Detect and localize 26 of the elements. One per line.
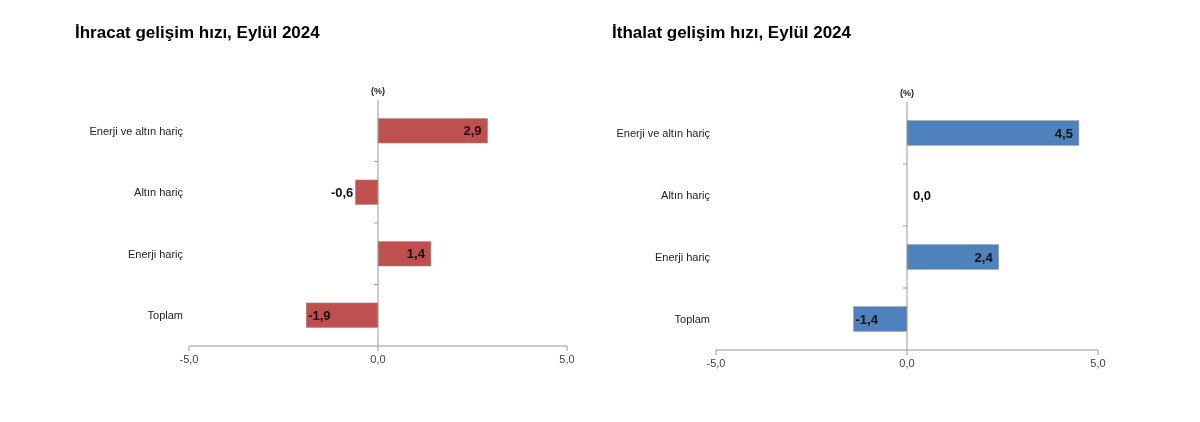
data-label: 2,9 <box>463 123 482 139</box>
y-tick-label: Enerji hariç <box>127 247 184 260</box>
y-tick-label: Enerji hariç <box>654 250 711 263</box>
x-axis-title: (%) <box>371 86 385 96</box>
y-tick-label: Toplam <box>147 309 183 322</box>
y-tick-label: Enerji ve altın hariç <box>89 124 184 137</box>
data-label: 1,4 <box>406 246 426 262</box>
x-tick-label: 0,0 <box>899 357 915 369</box>
x-tick-label: 5,0 <box>1090 357 1106 369</box>
chart-title: İthalat gelişim hızı, Eylül 2024 <box>612 23 852 42</box>
x-axis-title: (%) <box>900 88 914 98</box>
y-tick-label: Altın hariç <box>661 188 711 201</box>
data-label: 4,5 <box>1054 125 1073 141</box>
x-tick-label: 0,0 <box>370 353 386 365</box>
data-label: 0,0 <box>913 187 932 203</box>
x-tick-label: -5,0 <box>706 357 726 369</box>
data-label: -0,6 <box>330 184 354 200</box>
data-label: -1,4 <box>855 311 879 327</box>
chart-title: İhracat gelişim hızı, Eylül 2024 <box>75 23 321 42</box>
data-label: 2,4 <box>974 249 994 265</box>
y-tick-label: Toplam <box>674 312 710 325</box>
data-label: -1,9 <box>308 307 331 323</box>
y-tick-label: Altın hariç <box>134 186 184 199</box>
x-tick-label: 5,0 <box>559 353 575 365</box>
y-tick-label: Enerji ve altın hariç <box>616 126 711 139</box>
x-tick-label: -5,0 <box>179 353 199 365</box>
